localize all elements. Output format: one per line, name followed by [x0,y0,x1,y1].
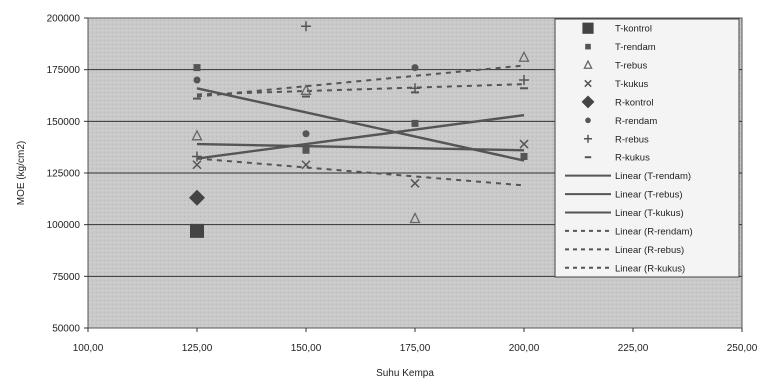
trendline [196,64,525,98]
x-tick-label: 100,00 [73,343,104,354]
legend-entry: Linear (T-rebus) [615,190,683,201]
legend-marker [581,95,595,109]
y-tick-label: 100000 [47,220,81,231]
data-point [190,223,204,238]
data-point [301,21,311,32]
legend-entry: R-rebus [615,134,649,145]
data-point [520,152,528,160]
y-tick-label: 75000 [52,272,80,283]
legend-entry: Linear (R-rendam) [615,226,693,237]
data-point [411,64,419,72]
legend-entry: Linear (R-rebus) [615,245,684,256]
y-tick-label: 150000 [47,117,81,128]
data-point [411,119,419,127]
y-tick-label: 175000 [47,65,81,76]
data-point [300,83,312,95]
x-tick-label: 125,00 [182,343,213,354]
data-point [193,76,201,84]
x-axis-label: Suhu Kempa [376,368,434,379]
data-point [302,146,310,154]
legend-marker [584,134,592,143]
data-point [192,151,202,162]
x-tick-label: 175,00 [400,343,431,354]
x-tick-label: 150,00 [291,343,322,354]
y-tick-label: 200000 [47,14,81,25]
data-point [519,139,529,149]
y-tick-label: 50000 [52,324,80,335]
legend-entry: R-kukus [615,153,650,164]
data-point [191,129,203,141]
trendline [196,113,525,160]
legend-box [554,18,740,278]
data-point [192,160,202,170]
x-tick-label: 225,00 [618,343,649,354]
legend-entry: Linear (T-kukus) [615,208,684,219]
data-point [409,212,421,224]
trendline [196,83,525,96]
legend-entry: T-kukus [615,79,649,90]
legend-entry: Linear (T-rendam) [615,171,691,182]
data-point [518,50,530,62]
legend-entry: R-rendam [615,116,657,127]
x-tick-label: 250,00 [727,343,757,354]
legend-marker [585,117,591,124]
tick-labels: 50000 75000 100000 125000 150000 175000 200000… [47,14,757,355]
data-point [301,160,311,170]
x-tick-label: 200,00 [509,343,540,354]
data-point [189,189,205,206]
legend-entry: T-rebus [615,61,647,72]
data-points [189,21,530,238]
legend-marker [583,59,593,69]
legend-entry: T-kontrol [615,24,652,35]
data-point [193,64,201,72]
trendlines [196,64,525,187]
data-point [519,75,529,85]
data-point [302,130,310,138]
legend-entry: Linear (R-kukus) [615,263,685,274]
trendline [196,142,525,152]
y-axis-label: MOE (kg/cm2) [16,141,27,205]
legend-marker [585,43,591,50]
y-tick-label: 125000 [47,169,81,180]
legend: T-kontrol T-rendam T-rebus T-kukus R-kontrol… [554,18,740,278]
legend-entry: T-rendam [615,42,656,53]
legend-marker [582,22,594,34]
legend-entry: R-kontrol [615,97,654,108]
trendline [196,157,525,187]
data-point [410,178,420,188]
legend-marker [584,79,592,88]
